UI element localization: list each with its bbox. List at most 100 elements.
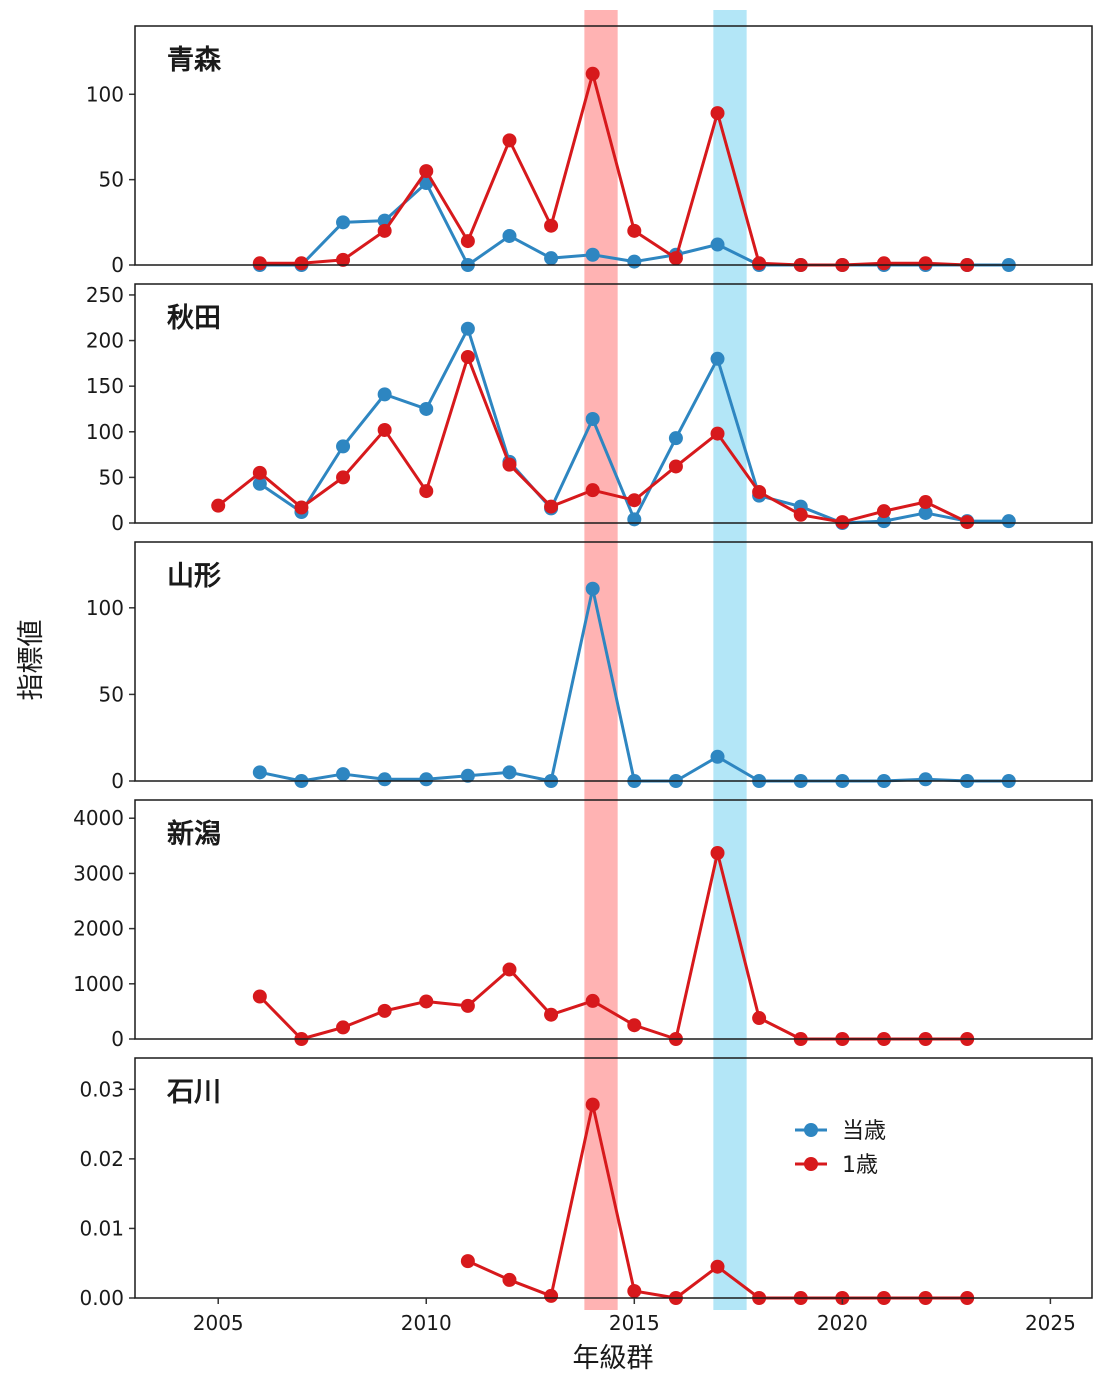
data-point [460, 321, 475, 336]
data-point [377, 223, 392, 238]
panel-title: 山形 [167, 561, 221, 592]
data-point [752, 1011, 767, 1026]
panel [129, 541, 1093, 788]
data-point [252, 256, 267, 271]
y-tick-label: 0.03 [79, 1077, 124, 1101]
data-point [918, 495, 933, 510]
x-axis-title: 年級群 [573, 1343, 654, 1374]
panel [129, 283, 1093, 530]
data-point [627, 223, 642, 238]
data-point [336, 1020, 351, 1035]
y-tick-label: 0.00 [79, 1286, 124, 1310]
data-point [585, 581, 600, 596]
data-point [419, 164, 434, 179]
data-point [377, 387, 392, 402]
data-point [960, 515, 975, 530]
y-tick-label: 0.01 [79, 1216, 124, 1240]
data-point [876, 504, 891, 519]
x-tick-label: 2020 [817, 1311, 868, 1335]
y-tick-label: 100 [86, 420, 124, 444]
y-tick-label: 3000 [73, 861, 124, 885]
y-tick-label: 200 [86, 329, 124, 353]
data-point [793, 507, 808, 522]
data-point [460, 349, 475, 364]
panel-frame [134, 283, 1093, 524]
data-point [918, 772, 933, 787]
data-point [752, 256, 767, 271]
y-tick-label: 4000 [73, 806, 124, 830]
data-point [876, 256, 891, 271]
y-tick-label: 250 [86, 283, 124, 307]
data-point [710, 351, 725, 366]
data-point [336, 470, 351, 485]
data-point [710, 237, 725, 252]
legend-swatch-point [804, 1123, 818, 1137]
data-point [627, 512, 642, 527]
data-point [252, 765, 267, 780]
data-point [627, 1018, 642, 1033]
panel [129, 25, 1093, 272]
panel [129, 799, 1093, 1046]
x-tick-label: 2025 [1025, 1311, 1076, 1335]
data-point [502, 765, 517, 780]
data-point [585, 247, 600, 262]
x-tick-label: 2010 [401, 1311, 452, 1335]
y-tick-label: 50 [99, 682, 124, 706]
data-point [752, 484, 767, 499]
panel-frame [134, 25, 1093, 266]
data-point [544, 1288, 559, 1303]
data-point [544, 251, 559, 266]
data-point [668, 251, 683, 266]
data-point [544, 1007, 559, 1022]
data-point [876, 514, 891, 529]
y-tick-label: 0 [111, 253, 124, 277]
y-tick-label: 0.02 [79, 1147, 124, 1171]
data-point [918, 256, 933, 271]
data-point [419, 484, 434, 499]
data-point [502, 133, 517, 148]
y-tick-label: 50 [99, 465, 124, 489]
data-point [252, 989, 267, 1004]
data-point [502, 1272, 517, 1287]
panel-frame [134, 541, 1093, 782]
series-line [259, 587, 1009, 783]
panel-title: 秋田 [167, 303, 221, 334]
data-point [336, 439, 351, 454]
panel [129, 1057, 1093, 1305]
x-tick-label: 2015 [609, 1311, 660, 1335]
data-point [710, 106, 725, 121]
data-point [502, 457, 517, 472]
data-point [460, 1254, 475, 1269]
data-point [585, 412, 600, 427]
legend [795, 1123, 827, 1171]
panel-frame [134, 799, 1093, 1040]
y-tick-label: 0 [111, 769, 124, 793]
data-point [627, 254, 642, 269]
data-point [336, 767, 351, 782]
data-point [294, 256, 309, 271]
x-tick-label: 2005 [193, 1311, 244, 1335]
data-point [419, 772, 434, 787]
legend-swatch-point [804, 1157, 818, 1171]
data-point [585, 993, 600, 1008]
y-tick-label: 0 [111, 511, 124, 535]
data-point [502, 962, 517, 977]
data-point [544, 218, 559, 233]
data-point [460, 234, 475, 249]
data-point [710, 845, 725, 860]
data-point [460, 768, 475, 783]
data-point [502, 228, 517, 243]
data-point [1001, 514, 1016, 529]
highlight-band [713, 10, 747, 1310]
y-tick-label: 2000 [73, 917, 124, 941]
data-point [585, 483, 600, 498]
panel-frame [134, 1057, 1093, 1299]
data-point [710, 749, 725, 764]
data-point [668, 431, 683, 446]
data-point [627, 1284, 642, 1299]
data-point [252, 476, 267, 491]
legend-label: 1歳 [842, 1153, 878, 1178]
data-point [710, 1259, 725, 1274]
panel-title: 新潟 [167, 818, 221, 850]
